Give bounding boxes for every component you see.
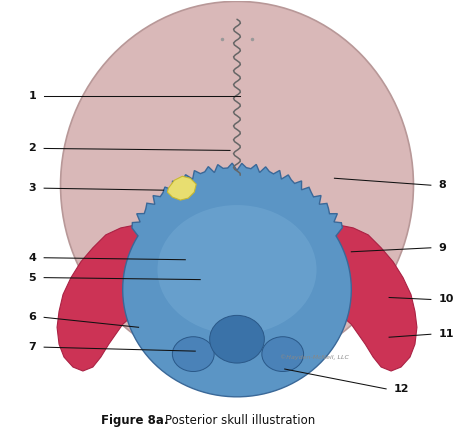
- Text: 4: 4: [28, 253, 36, 263]
- Ellipse shape: [262, 337, 304, 372]
- Text: 3: 3: [28, 183, 36, 193]
- Text: Figure 8a.: Figure 8a.: [101, 414, 168, 427]
- Ellipse shape: [210, 316, 264, 363]
- Ellipse shape: [61, 1, 413, 369]
- Ellipse shape: [173, 337, 214, 372]
- Text: ©Hayden-McNeil, LLC: ©Hayden-McNeil, LLC: [280, 354, 348, 360]
- Text: 6: 6: [28, 312, 36, 322]
- Polygon shape: [57, 225, 156, 371]
- Ellipse shape: [157, 205, 317, 334]
- Polygon shape: [123, 163, 351, 397]
- Text: 5: 5: [28, 273, 36, 283]
- Text: Posterior skull illustration: Posterior skull illustration: [165, 414, 316, 427]
- Text: 9: 9: [439, 243, 447, 253]
- Polygon shape: [167, 176, 196, 200]
- Polygon shape: [318, 225, 417, 371]
- Text: 10: 10: [439, 294, 454, 305]
- Text: 7: 7: [28, 342, 36, 352]
- Text: 12: 12: [394, 384, 410, 394]
- Text: 2: 2: [28, 144, 36, 154]
- Text: 1: 1: [28, 91, 36, 101]
- Text: 8: 8: [439, 180, 447, 190]
- Text: 11: 11: [439, 329, 454, 339]
